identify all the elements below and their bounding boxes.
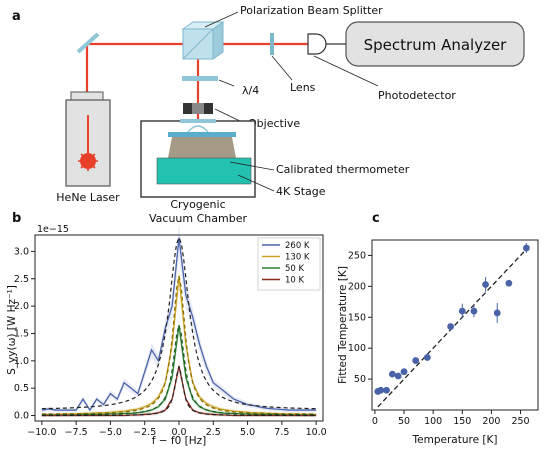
fit-curve <box>41 236 317 410</box>
spectrum-chart: 1e−15 S_yy(ω) [W Hz⁻¹] f − f0 [Hz] −10.0… <box>6 221 327 447</box>
legend-b: 260 K 130 K50 K 10 K <box>257 237 321 291</box>
data-point <box>522 244 530 252</box>
legend-label: 10 K <box>285 276 305 286</box>
data-point <box>482 281 489 288</box>
x-tick-label-b: −2.5 <box>133 427 156 438</box>
objective-label: Objective <box>248 117 300 130</box>
y-tick-label-c: 50 <box>354 374 366 385</box>
y-tick-label-c: 100 <box>348 343 366 354</box>
lens <box>270 33 274 55</box>
temperature-chart: Fitted Temperature [K] Temperature [K] 0… <box>337 239 539 446</box>
spectrum-analyzer-label: Spectrum Analyzer <box>364 36 508 54</box>
y-axis-label-c: Fitted Temperature [K] <box>337 266 349 384</box>
x-tick-label-b: 5.0 <box>240 427 255 438</box>
offset-text: 1e−15 <box>37 224 69 235</box>
legend-label: 130 K <box>285 253 310 263</box>
data-point <box>412 357 420 364</box>
pbs-pointer <box>204 11 239 28</box>
x-tick-label-b: −5.0 <box>99 427 122 438</box>
data-point <box>377 386 385 394</box>
lens-label: Lens <box>290 81 316 94</box>
data-point <box>493 309 501 317</box>
panel-label-b: b <box>12 211 21 226</box>
chamber-label-line1: Cryogenic <box>170 198 225 211</box>
panel-label-c: c <box>372 211 380 226</box>
quarter-wave-plate <box>182 76 218 81</box>
x-tick-label-b: 7.5 <box>274 427 289 438</box>
series-band <box>41 360 317 418</box>
data-point <box>505 279 513 287</box>
panel-label-a: a <box>12 9 21 24</box>
polarization-beam-splitter <box>181 21 225 60</box>
lens-pointer <box>271 55 293 81</box>
legend-label: 50 K <box>285 264 305 274</box>
fit-curve <box>41 322 317 416</box>
fit-curve <box>41 275 317 415</box>
x-tick-label-b: −10.0 <box>27 427 56 438</box>
hene-laser <box>65 91 111 187</box>
laser-label: HeNe Laser <box>56 191 120 204</box>
photodetector-pointer <box>313 55 379 87</box>
qwp-pointer <box>218 79 235 87</box>
y-tick-label-c: 200 <box>348 281 366 292</box>
x-axis-label-b: f − f0 [Hz] <box>152 435 206 447</box>
y-tick-label-b: 0.0 <box>14 411 29 422</box>
data-point <box>447 323 455 330</box>
x-tick-label-b: −7.5 <box>65 427 88 438</box>
x-axis-label-c: Temperature [K] <box>412 434 498 446</box>
pbs-label: Polarization Beam Splitter <box>240 4 383 17</box>
x-tick-label-b: 0.0 <box>171 427 186 438</box>
y-tick-label-b: 1.5 <box>14 328 29 339</box>
legend-label: 260 K <box>285 241 310 251</box>
y-tick-label-b: 3.0 <box>14 246 29 257</box>
stage-pointer <box>237 174 275 192</box>
thermometer-label: Calibrated thermometer <box>276 163 410 176</box>
y-tick-label-b: 2.0 <box>14 301 29 312</box>
data-point <box>383 386 390 394</box>
x-tick-label-b: 10.0 <box>306 427 327 438</box>
thermometer-pointer <box>229 161 275 171</box>
objective <box>183 103 213 114</box>
x-tick-label-b: 2.5 <box>206 427 221 438</box>
y-tick-label-b: 2.5 <box>14 274 29 285</box>
x-tick-label-c: 100 <box>424 416 442 427</box>
y-tick-label-b: 0.5 <box>14 383 29 394</box>
photodetector <box>307 33 327 55</box>
fit-line <box>377 245 530 408</box>
y-axis-label-b: S_yy(ω) [W Hz⁻¹] <box>6 285 18 375</box>
x-tick-label-c: 0 <box>372 416 378 427</box>
photodetector-label: Photodetector <box>378 89 456 102</box>
steering-mirror <box>76 32 100 54</box>
chamber-label-line2: Vacuum Chamber <box>149 212 247 225</box>
x-tick-label-c: 200 <box>482 416 500 427</box>
data-point <box>458 307 466 315</box>
qwp-label: λ/4 <box>242 84 259 97</box>
stage-label: 4K Stage <box>276 185 326 198</box>
data-point <box>470 307 478 315</box>
data-point <box>400 368 408 376</box>
y-tick-label-c: 250 <box>348 250 366 261</box>
x-tick-label-c: 150 <box>453 416 471 427</box>
x-tick-label-c: 50 <box>398 416 410 427</box>
y-tick-label-c: 150 <box>348 312 366 323</box>
data-point <box>388 370 396 378</box>
data-point <box>423 354 431 361</box>
x-tick-label-c: 250 <box>511 416 529 427</box>
fit-curve <box>41 366 317 417</box>
spectrum-analyzer <box>345 21 525 67</box>
y-tick-label-b: 1.0 <box>14 356 29 367</box>
4k-stage <box>156 157 252 185</box>
data-point <box>394 372 402 380</box>
